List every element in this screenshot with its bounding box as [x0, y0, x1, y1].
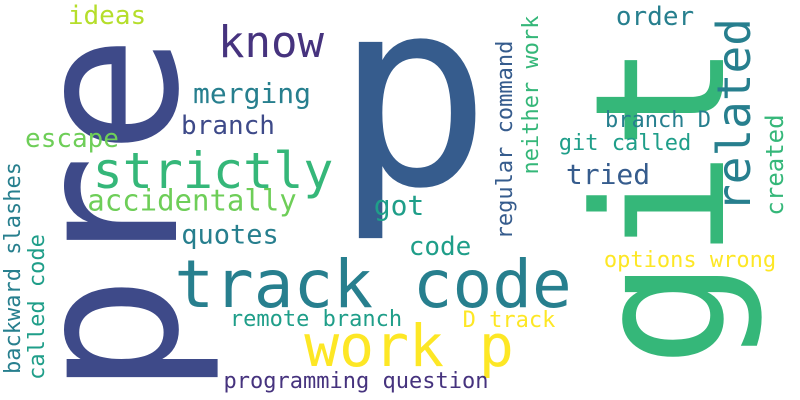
word-order: order: [615, 2, 695, 32]
word-backward-slashes: backward slashes: [1, 162, 26, 374]
word-tried: tried: [565, 158, 651, 191]
word-strictly: strictly: [92, 142, 334, 200]
word-know: know: [218, 17, 324, 68]
word-p: p: [334, 0, 492, 246]
word-programming-question: programming question: [223, 369, 489, 394]
word-accidentally: accidentally: [87, 183, 297, 218]
word-escape: escape: [25, 124, 119, 154]
word-branch-d: branch D: [605, 108, 711, 133]
word-merging: merging: [192, 77, 312, 110]
word-called-code: called code: [25, 234, 50, 380]
word-ideas: ideas: [67, 1, 147, 31]
word-regular-command: regular command: [493, 40, 518, 240]
word-code: code: [408, 232, 472, 262]
word-git-called: git called: [558, 131, 692, 156]
word-track-code: track code: [174, 246, 572, 323]
word-d-track: D track: [462, 308, 556, 333]
word-quotes: quotes: [181, 219, 279, 251]
word-neither-work: neither work: [519, 15, 544, 175]
word-created: created: [761, 114, 789, 216]
word-work-p: work p: [304, 312, 514, 380]
word-branch: branch: [181, 111, 275, 141]
word-options-wrong: options wrong: [603, 248, 777, 273]
word-got: got: [373, 189, 425, 222]
word-remote-branch: remote branch: [229, 307, 403, 332]
word-related: related: [707, 18, 761, 212]
